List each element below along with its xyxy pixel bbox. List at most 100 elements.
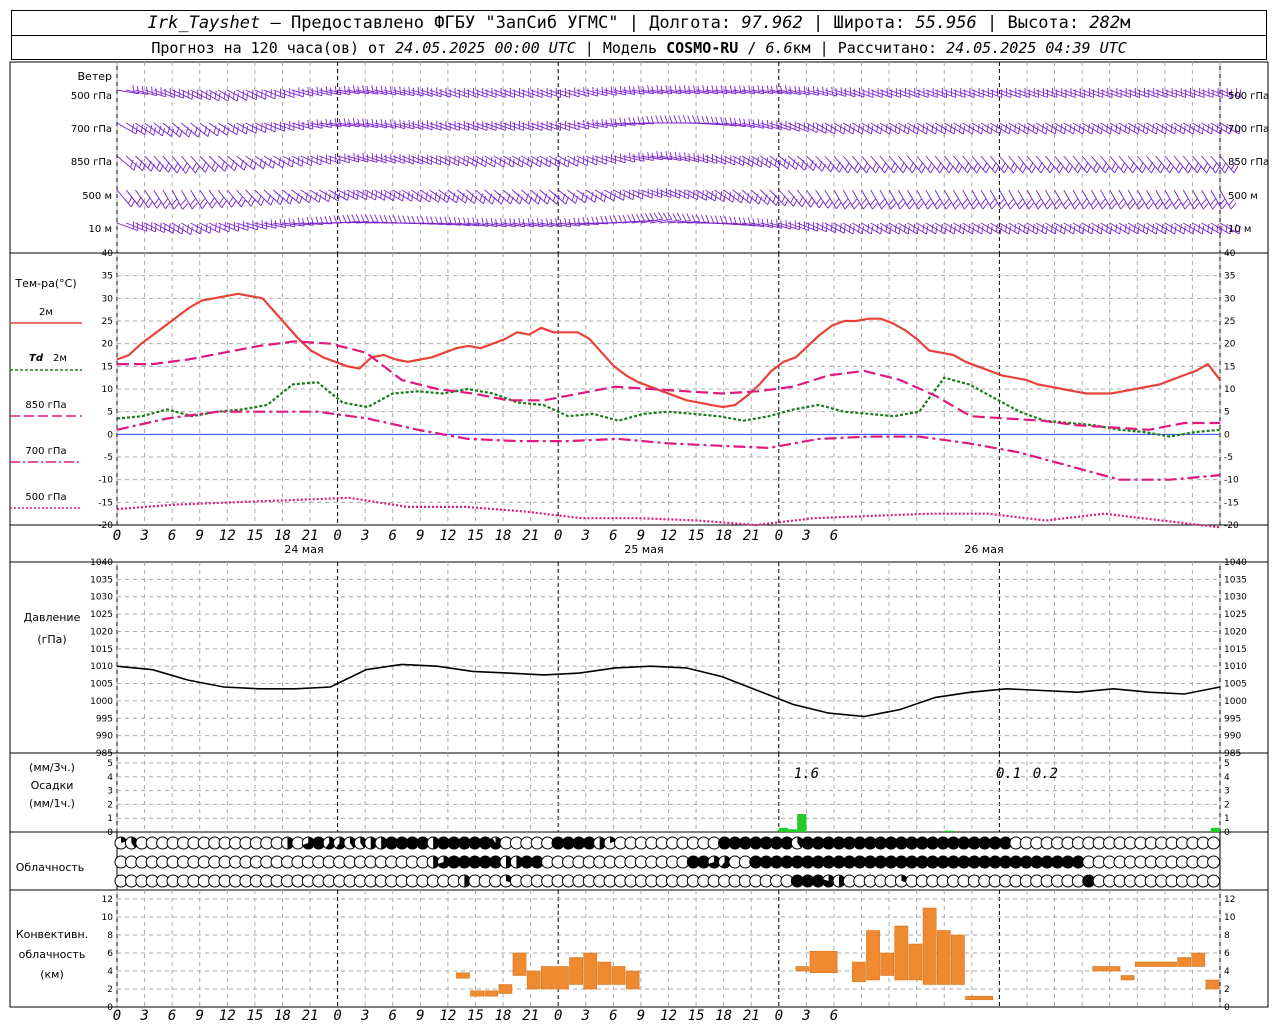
pressure-tick-label-left: 1025	[90, 610, 113, 620]
wind-barb-feather	[1206, 165, 1211, 174]
wind-barb-feather	[245, 126, 249, 135]
wind-barb-feather	[899, 202, 906, 210]
wind-barb	[971, 89, 993, 98]
wind-barb-feather	[485, 158, 488, 167]
temp-tick-label-right: 40	[1224, 249, 1236, 259]
wind-barb	[410, 122, 433, 131]
wind-barb-feather	[638, 152, 641, 161]
wind-barb	[180, 155, 196, 174]
wind-barb-feather	[986, 123, 989, 132]
cloud-fill	[968, 856, 981, 868]
wind-barb-feather	[214, 90, 217, 99]
wind-barb	[760, 189, 777, 206]
wind-barb-feather	[872, 202, 878, 210]
wind-barb	[695, 189, 716, 202]
wind-barb	[705, 189, 725, 203]
wind-barb-feather	[1003, 165, 1009, 174]
wind-barb-feather	[236, 93, 239, 102]
cloud-fill	[381, 837, 388, 849]
precip-sum-label: 0.2	[1033, 766, 1058, 782]
wind-barb	[944, 89, 966, 98]
wind-barb	[429, 222, 452, 226]
wind-barb-feather	[316, 86, 319, 95]
cloud-fill	[468, 837, 481, 849]
conv-bar	[866, 930, 880, 981]
wind-barb-feather	[622, 214, 627, 223]
wind-barb	[613, 89, 635, 96]
wind-barb	[989, 222, 1010, 235]
cloud-fill	[843, 856, 856, 868]
cloud-fill	[479, 856, 492, 868]
wind-barb	[1081, 155, 1097, 174]
wind-barb-feather	[870, 226, 874, 235]
wind-barb	[153, 122, 172, 137]
wind-barb	[1146, 155, 1161, 174]
wind-barb-feather	[935, 126, 938, 135]
x-tick-label-top: 6	[609, 528, 617, 544]
pressure-unit: (гПа)	[37, 633, 66, 646]
wind-barb	[999, 222, 1019, 235]
wind-barb	[254, 189, 272, 206]
wind-barb	[521, 189, 539, 205]
model-res-sep: /	[738, 39, 766, 57]
x-tick-label-bottom: 3	[360, 1008, 369, 1024]
wind-barb-feather	[774, 157, 778, 166]
wind-barb-feather	[1013, 165, 1018, 174]
wind-barb-feather	[366, 154, 369, 163]
wind-barb	[383, 122, 405, 130]
wind-barb	[898, 222, 918, 235]
wind-barb	[502, 89, 524, 98]
wind-barb-feather	[1050, 123, 1054, 132]
wind-barb	[208, 155, 226, 172]
x-tick-label-top: 3	[801, 528, 810, 544]
wind-barb	[1182, 155, 1198, 174]
cloud-fill	[812, 837, 825, 849]
wind-barb-feather	[136, 196, 142, 205]
wind-barb	[943, 155, 959, 174]
pressure-tick-label-right: 1040	[1224, 558, 1247, 568]
wind-barb-feather	[1078, 123, 1081, 132]
wind-barb	[870, 155, 886, 174]
wind-barb-feather	[968, 223, 971, 232]
wind-barb-feather	[916, 226, 920, 235]
wind-barb	[907, 222, 927, 235]
x-tick-label-bottom: 21	[522, 1008, 539, 1024]
cloud-fill	[479, 837, 492, 849]
wind-barb-feather	[1215, 165, 1221, 174]
conv-tick-label-right: 2	[1224, 985, 1230, 995]
wind-barb-feather	[1099, 198, 1106, 206]
temp-tick-label-left: 35	[102, 272, 113, 282]
wind-barb-feather	[554, 156, 557, 165]
wind-barb-feather	[1045, 226, 1048, 235]
wind-barb-feather	[499, 156, 502, 165]
conv-bar	[597, 961, 612, 985]
wind-barb-feather	[154, 197, 160, 205]
wind-barb-feather	[155, 87, 158, 96]
wind-barb-feather	[473, 195, 478, 204]
x-tick-label-bottom: 12	[439, 1008, 456, 1024]
wind-barb-feather	[681, 213, 687, 222]
wind-barb	[778, 189, 794, 207]
wind-barb-feather	[614, 87, 617, 96]
wind-barb-feather	[1170, 123, 1173, 132]
wind-barb	[401, 155, 423, 165]
wind-barb-feather	[149, 124, 153, 133]
wind-barb-feather	[509, 218, 512, 227]
wind-barb-feather	[1165, 126, 1168, 135]
x-tick-label-top: 12	[439, 528, 456, 544]
wind-barb-feather	[1234, 223, 1237, 232]
wind-barb-feather	[847, 165, 853, 174]
wind-barb-feather	[1005, 123, 1008, 132]
wind-barb	[668, 155, 690, 162]
wind-barb-feather	[761, 120, 764, 129]
wind-barb	[907, 155, 922, 174]
calc-time: 24.05.2025 04:39 UTC	[946, 39, 1127, 57]
wind-barb-feather	[161, 128, 165, 137]
wind-barb	[705, 155, 726, 165]
lat-value: 55.956	[915, 13, 977, 33]
wind-barb-feather	[1147, 202, 1154, 210]
wind-barb-feather	[1019, 202, 1026, 210]
wind-barb-feather	[601, 118, 604, 127]
wind-barb-feather	[388, 215, 393, 223]
wind-barb-feather	[931, 123, 934, 132]
